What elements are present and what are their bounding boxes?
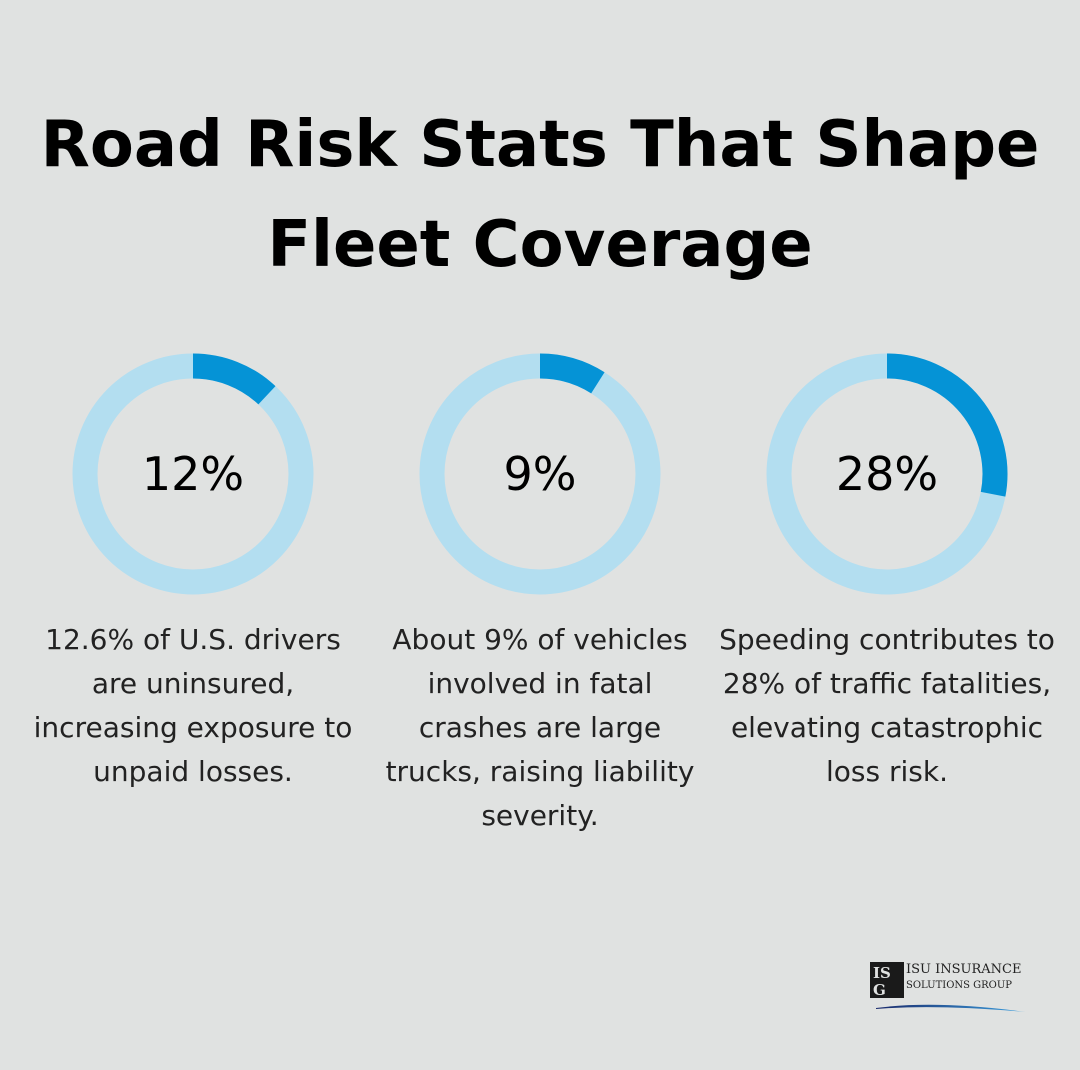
stat-description: About 9% of vehicles involved in fatal c… xyxy=(385,623,695,832)
donut-label: 12% xyxy=(142,447,244,501)
stat-description: Speeding contributes to 28% of traffic f… xyxy=(719,623,1055,788)
stat-description: 12.6% of U.S. drivers are uninsured, inc… xyxy=(33,623,353,788)
donut-label: 28% xyxy=(836,447,938,501)
svg-text:IS: IS xyxy=(873,964,891,982)
donut-chart: 9% xyxy=(419,353,661,595)
donut-value-arc xyxy=(539,353,605,394)
logo-line-2: SOLUTIONS GROUP xyxy=(906,980,1013,991)
donut-chart: 12% xyxy=(72,353,314,595)
stat-column-2: 9% About 9% of vehicles involved in fata… xyxy=(370,352,710,838)
svg-text:G: G xyxy=(873,981,886,998)
donut-value-arc xyxy=(886,353,1008,497)
stat-column-1: 12% 12.6% of U.S. drivers are uninsured,… xyxy=(23,352,363,794)
logo-line-1: ISU INSURANCE xyxy=(906,962,1022,977)
logo-swoosh-icon xyxy=(876,1004,1026,1012)
company-logo: IS G ISU INSURANCE SOLUTIONS GROUP xyxy=(870,960,1040,1020)
donut-label: 9% xyxy=(504,447,577,501)
page-title: Road Risk Stats That Shape Fleet Coverag… xyxy=(40,108,1040,282)
donut-chart: 28% xyxy=(766,353,1008,595)
logo-mark-icon: IS G xyxy=(870,962,904,998)
donut-value-arc xyxy=(192,353,276,405)
stat-column-3: 28% Speeding contributes to 28% of traff… xyxy=(717,352,1057,794)
